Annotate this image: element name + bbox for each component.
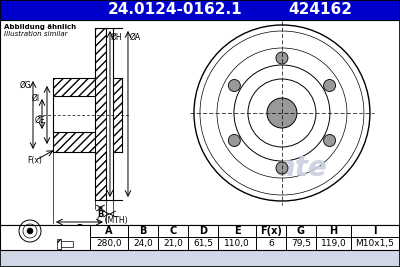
Text: D: D: [199, 226, 207, 236]
Bar: [61, 241, 73, 246]
Text: F(x): F(x): [27, 155, 42, 164]
Text: 110,0: 110,0: [224, 239, 250, 248]
Circle shape: [228, 80, 240, 92]
Text: M10x1,5: M10x1,5: [356, 239, 394, 248]
Text: 61,5: 61,5: [193, 239, 213, 248]
Text: ØI: ØI: [32, 94, 40, 103]
Text: H: H: [329, 226, 338, 236]
Circle shape: [228, 135, 240, 147]
Bar: [113, 78, 122, 152]
Bar: [57, 238, 61, 249]
Text: ate: ate: [276, 154, 327, 182]
Text: G: G: [297, 226, 305, 236]
Text: 280,0: 280,0: [96, 239, 122, 248]
Text: 119,0: 119,0: [320, 239, 346, 248]
Text: 79,5: 79,5: [291, 239, 311, 248]
Bar: [0, 20, 400, 225]
Bar: [53, 78, 95, 152]
Text: ØA: ØA: [130, 33, 141, 42]
Text: I: I: [373, 226, 377, 236]
Text: 21,0: 21,0: [163, 239, 183, 248]
Text: B: B: [97, 210, 104, 219]
Text: 424162: 424162: [288, 2, 352, 18]
Text: B: B: [139, 226, 147, 236]
Text: ØH: ØH: [111, 33, 123, 42]
Circle shape: [324, 80, 336, 92]
Bar: [0, 0, 400, 20]
Circle shape: [276, 52, 288, 64]
Text: ØE: ØE: [34, 116, 45, 124]
Text: ØG: ØG: [19, 81, 31, 90]
Circle shape: [27, 228, 33, 234]
Circle shape: [276, 162, 288, 174]
Text: D: D: [76, 224, 83, 233]
Text: 24,0: 24,0: [133, 239, 153, 248]
Bar: [95, 28, 106, 200]
Circle shape: [267, 98, 297, 128]
Bar: [0, 225, 400, 250]
Text: C: C: [169, 226, 176, 236]
Bar: [53, 96, 95, 132]
Text: 24.0124-0162.1: 24.0124-0162.1: [108, 2, 242, 18]
Circle shape: [324, 135, 336, 147]
Text: Illustration similar: Illustration similar: [4, 31, 68, 37]
Text: F(x): F(x): [260, 226, 282, 236]
Text: A: A: [105, 226, 113, 236]
Text: Abbildung ähnlich: Abbildung ähnlich: [4, 24, 76, 30]
Text: C (MTH): C (MTH): [97, 216, 128, 225]
Text: 6: 6: [268, 239, 274, 248]
Text: E: E: [234, 226, 240, 236]
